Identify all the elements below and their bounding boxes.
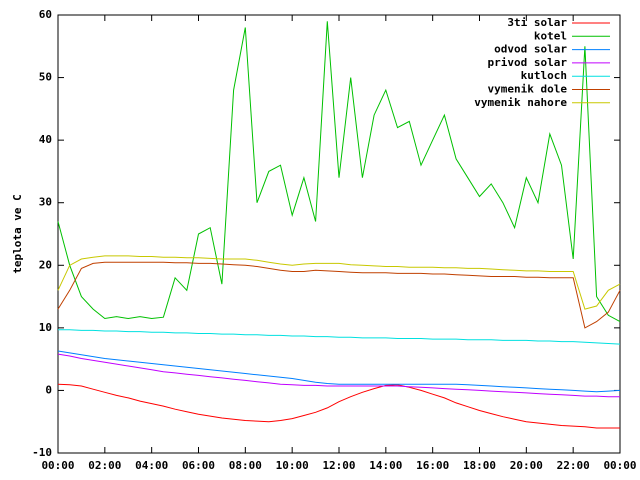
x-tick-label: 12:00 xyxy=(322,459,355,472)
legend-label: privod solar xyxy=(488,56,568,69)
series-line xyxy=(57,383,620,429)
x-tick-label: 20:00 xyxy=(510,459,543,472)
y-tick-label: 20 xyxy=(39,258,52,271)
legend-label: kotel xyxy=(534,29,567,42)
x-tick-label: 06:00 xyxy=(182,459,215,472)
x-tick-label: 04:00 xyxy=(135,459,168,472)
x-tick-label: 02:00 xyxy=(88,459,121,472)
series-line xyxy=(57,261,621,329)
legend-label: 3ti solar xyxy=(507,16,567,29)
y-tick-label: -10 xyxy=(32,446,52,459)
legend-label: vymenik dole xyxy=(488,83,568,96)
series-line xyxy=(57,21,621,323)
legend-label: odvod solar xyxy=(494,43,567,56)
series-line xyxy=(57,353,620,398)
x-tick-label: 22:00 xyxy=(557,459,590,472)
legend-label: vymenik nahore xyxy=(474,96,567,109)
x-tick-label: 16:00 xyxy=(416,459,449,472)
y-tick-label: 0 xyxy=(45,383,52,396)
series-line xyxy=(57,350,621,393)
series-line xyxy=(58,329,621,345)
x-tick-label: 14:00 xyxy=(369,459,402,472)
x-tick-label: 10:00 xyxy=(276,459,309,472)
y-axis-label: teplota ve C xyxy=(11,194,24,273)
x-tick-label: 08:00 xyxy=(229,459,262,472)
y-tick-label: 40 xyxy=(39,133,52,146)
series-line xyxy=(57,255,621,310)
y-tick-label: 30 xyxy=(39,196,52,209)
legend-label: kutloch xyxy=(521,69,567,82)
x-tick-label: 18:00 xyxy=(463,459,496,472)
y-tick-label: 10 xyxy=(39,321,52,334)
y-tick-label: 60 xyxy=(39,8,52,21)
x-tick-label: 00:00 xyxy=(603,459,636,472)
y-tick-label: 50 xyxy=(39,71,52,84)
x-tick-label: 00:00 xyxy=(41,459,74,472)
